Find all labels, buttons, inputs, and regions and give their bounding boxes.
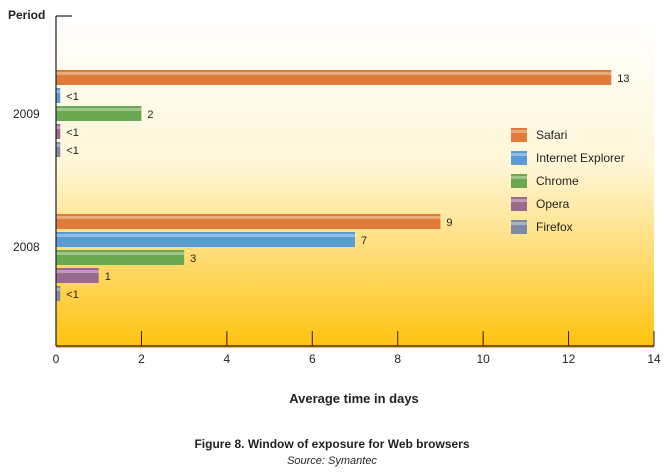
data-label-2008-chrome: 3 — [190, 253, 196, 265]
legend-swatch-highlight — [511, 199, 527, 202]
data-label-2008-firefox: <1 — [66, 289, 79, 301]
legend: Safari Internet Explorer Chrome Opera Firefo… — [511, 128, 625, 234]
bar-highlight — [56, 252, 185, 255]
x-tick-label-10: 10 — [476, 352, 490, 366]
data-label-2008-safari: 9 — [446, 217, 452, 229]
bar-2008-opera — [56, 268, 99, 283]
bar-highlight — [56, 288, 61, 291]
legend-label-chrome: Chrome — [536, 174, 579, 188]
x-tick-label-0: 0 — [53, 352, 60, 366]
legend-swatch-opera — [511, 197, 527, 211]
data-label-2008-opera: 1 — [105, 271, 111, 283]
bar-highlight — [56, 90, 61, 93]
legend-swatch-highlight — [511, 130, 527, 133]
bar-2009-firefox — [56, 142, 61, 157]
bar-highlight — [56, 108, 142, 111]
bars-group: 13 <1 2 <1 <1 9 7 3 1 <1 — [56, 70, 630, 301]
bar-2009-safari — [56, 70, 612, 85]
data-label-2009-chrome: 2 — [147, 109, 153, 121]
legend-label-safari: Safari — [536, 128, 567, 142]
data-label-2009-opera: <1 — [66, 127, 79, 139]
x-tick-label-12: 12 — [562, 352, 576, 366]
bar-highlight — [56, 270, 99, 273]
legend-swatch-firefox — [511, 220, 527, 234]
legend-swatch-chrome — [511, 174, 527, 188]
bar-2009-chrome — [56, 106, 142, 121]
data-label-2008-internet-explorer: 7 — [361, 235, 367, 247]
x-tick-label-14: 14 — [647, 352, 661, 366]
bar-2008-internet-explorer — [56, 232, 355, 247]
legend-label-opera: Opera — [536, 197, 570, 211]
bar-2009-opera — [56, 124, 61, 139]
x-axis-ticks: 0 2 4 6 8 10 12 14 — [53, 331, 661, 366]
data-label-2009-internet-explorer: <1 — [66, 91, 79, 103]
bar-2008-chrome — [56, 250, 185, 265]
bar-2009-internet-explorer — [56, 88, 61, 103]
bar-highlight — [56, 234, 355, 237]
data-label-2009-safari: 13 — [617, 73, 629, 85]
x-tick-label-8: 8 — [394, 352, 401, 366]
legend-label-firefox: Firefox — [536, 220, 573, 234]
legend-swatch-safari — [511, 128, 527, 142]
category-label-2008: 2008 — [13, 240, 40, 254]
x-axis-title: Average time in days — [289, 391, 419, 406]
legend-swatch-highlight — [511, 176, 527, 179]
x-tick-label-2: 2 — [138, 352, 145, 366]
figure-caption: Figure 8. Window of exposure for Web bro… — [194, 437, 469, 451]
figure-source: Source: Symantec — [287, 455, 377, 467]
y-axis-title: Period — [8, 8, 45, 22]
category-label-2009: 2009 — [13, 107, 40, 121]
legend-swatch-internet-explorer — [511, 151, 527, 165]
data-label-2009-firefox: <1 — [66, 145, 79, 157]
bar-highlight — [56, 72, 612, 75]
bar-2008-safari — [56, 214, 441, 229]
legend-swatch-highlight — [511, 153, 527, 156]
bar-highlight — [56, 126, 61, 129]
bar-highlight — [56, 144, 61, 147]
x-tick-label-4: 4 — [224, 352, 231, 366]
bar-highlight — [56, 216, 441, 219]
legend-label-internet-explorer: Internet Explorer — [536, 151, 625, 165]
bar-2008-firefox — [56, 286, 61, 301]
x-tick-label-6: 6 — [309, 352, 316, 366]
legend-swatch-highlight — [511, 222, 527, 225]
